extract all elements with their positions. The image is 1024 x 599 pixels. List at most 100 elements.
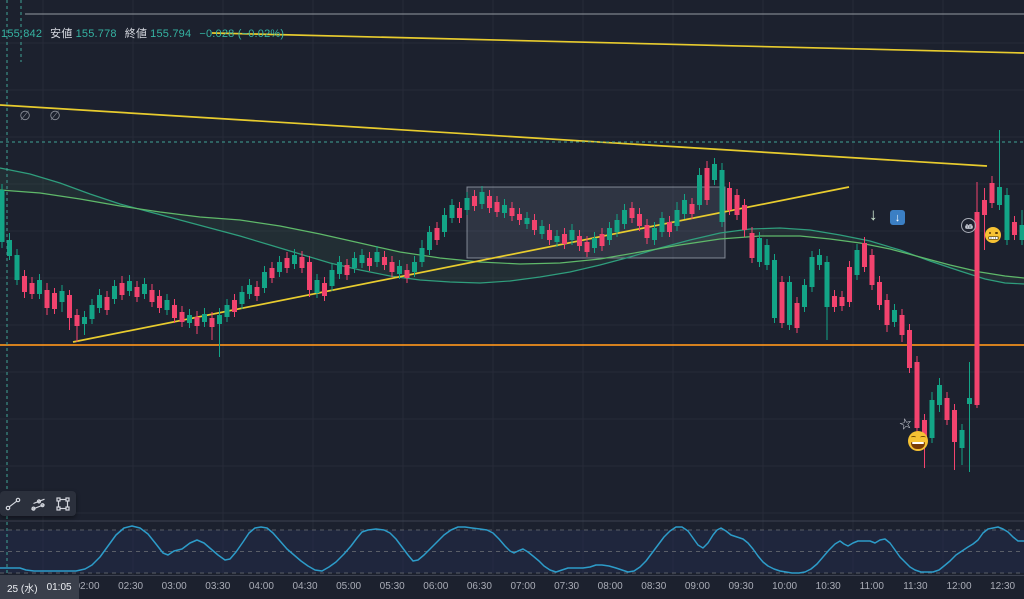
candle-body xyxy=(659,218,665,232)
legend-low-value: 155.778 xyxy=(75,28,117,40)
candle-body xyxy=(847,267,852,302)
arrow-down-glyph-icon[interactable]: ↓ xyxy=(869,205,878,224)
candle-body xyxy=(104,297,110,310)
candle-body xyxy=(869,255,875,285)
candle-body xyxy=(622,210,627,224)
candle-body xyxy=(52,293,57,309)
candle-body xyxy=(824,262,830,307)
candle-body xyxy=(697,175,702,205)
candle-body xyxy=(772,260,777,318)
candle-body xyxy=(929,400,935,438)
candle-body xyxy=(457,208,462,218)
time-tick-label: 12:30 xyxy=(990,581,1016,592)
time-axis[interactable]: 02:00 02:30 03:00 03:30 04:00 04:30 05:00 05:30… xyxy=(0,575,1024,599)
time-tick-label: 11:30 xyxy=(903,581,928,592)
candle-body xyxy=(989,183,995,203)
candle-body xyxy=(374,252,380,262)
candle-body xyxy=(967,398,972,404)
candle-body xyxy=(1019,225,1024,240)
candle-body xyxy=(494,202,500,212)
candle-body xyxy=(937,385,942,405)
candle-body xyxy=(224,305,230,317)
candle-body xyxy=(179,312,185,322)
empty-set-icon[interactable]: ∅ xyxy=(19,108,31,123)
candle-body xyxy=(412,262,417,272)
candle-body xyxy=(719,170,725,222)
arrow-down-badge-icon[interactable]: ↓ xyxy=(890,210,905,225)
candle-body xyxy=(404,270,410,278)
candle-body xyxy=(509,208,515,216)
candle-body xyxy=(382,257,387,265)
parallel-channel-tool-icon[interactable] xyxy=(29,495,47,513)
candle-body xyxy=(427,232,432,250)
time-tick-label: 02:00 xyxy=(74,581,100,592)
candle-body xyxy=(352,258,357,268)
candle-body xyxy=(419,248,425,262)
candle-body xyxy=(254,287,260,296)
candle-body xyxy=(67,295,72,318)
candle-body xyxy=(802,285,807,307)
legend-close-value: 155.794 xyxy=(150,28,192,40)
candle-body xyxy=(727,188,732,210)
candle-body xyxy=(607,228,612,240)
candle-body xyxy=(464,198,470,210)
candle-body xyxy=(817,255,822,265)
candle-body xyxy=(517,214,522,220)
candle-body xyxy=(119,283,125,295)
legend-close-label: 終値 xyxy=(124,28,148,40)
ma-ribbon xyxy=(0,167,1024,285)
candle-body xyxy=(944,398,950,420)
rectangle-tool-icon[interactable] xyxy=(54,495,72,513)
candle-body xyxy=(712,164,717,180)
candle-body xyxy=(742,205,747,230)
grimace-outline-face-icon[interactable] xyxy=(961,218,976,233)
candle-body xyxy=(599,234,605,246)
time-tick-label: 07:00 xyxy=(510,581,536,592)
candle-body xyxy=(127,281,132,291)
candle-body xyxy=(667,222,672,232)
time-tick-label: 08:00 xyxy=(597,581,623,592)
candle-body xyxy=(134,287,140,297)
candle-body xyxy=(112,286,117,299)
grid xyxy=(0,0,1024,575)
time-tick-label: 12:00 xyxy=(946,581,972,592)
candle-body xyxy=(149,290,155,302)
candle-body xyxy=(322,283,327,296)
candle-body xyxy=(209,318,215,327)
candle-body xyxy=(434,228,440,240)
candle-body xyxy=(644,225,650,238)
drawing-toolbar xyxy=(0,491,76,516)
candle-body xyxy=(884,300,890,325)
candle-body xyxy=(974,212,980,405)
legend-low-label: 安値 xyxy=(50,28,73,40)
candle-body xyxy=(952,410,957,442)
candle-body xyxy=(584,242,590,252)
time-tick-label: 05:00 xyxy=(336,581,362,592)
time-tick-label: 04:00 xyxy=(248,581,274,592)
empty-set-icon[interactable]: ∅ xyxy=(49,108,61,123)
candle-body xyxy=(187,315,192,323)
yellow-trendline xyxy=(211,32,1024,54)
candle-body xyxy=(359,255,365,263)
candle-body xyxy=(74,315,80,326)
candle-body xyxy=(367,258,372,266)
yellow-trendline xyxy=(0,104,988,167)
grimace-face-icon[interactable] xyxy=(985,227,1001,243)
candle-body xyxy=(892,310,897,322)
laugh-face-icon[interactable] xyxy=(908,431,928,451)
legend-change-value: −0.028 (−0.02%) xyxy=(199,28,285,40)
candle-body xyxy=(269,268,275,278)
candle-body xyxy=(577,236,582,246)
candle-body xyxy=(757,238,762,262)
candle-body xyxy=(839,297,845,306)
candle-body xyxy=(157,296,162,308)
candle-body xyxy=(299,257,305,268)
oscillator-line xyxy=(0,525,1024,574)
trend-line-tool-icon[interactable] xyxy=(4,495,22,513)
time-tick-label: 10:30 xyxy=(815,581,841,592)
candle-body xyxy=(194,317,200,326)
time-tick-label: 09:30 xyxy=(728,581,754,592)
candle-body xyxy=(569,230,575,240)
